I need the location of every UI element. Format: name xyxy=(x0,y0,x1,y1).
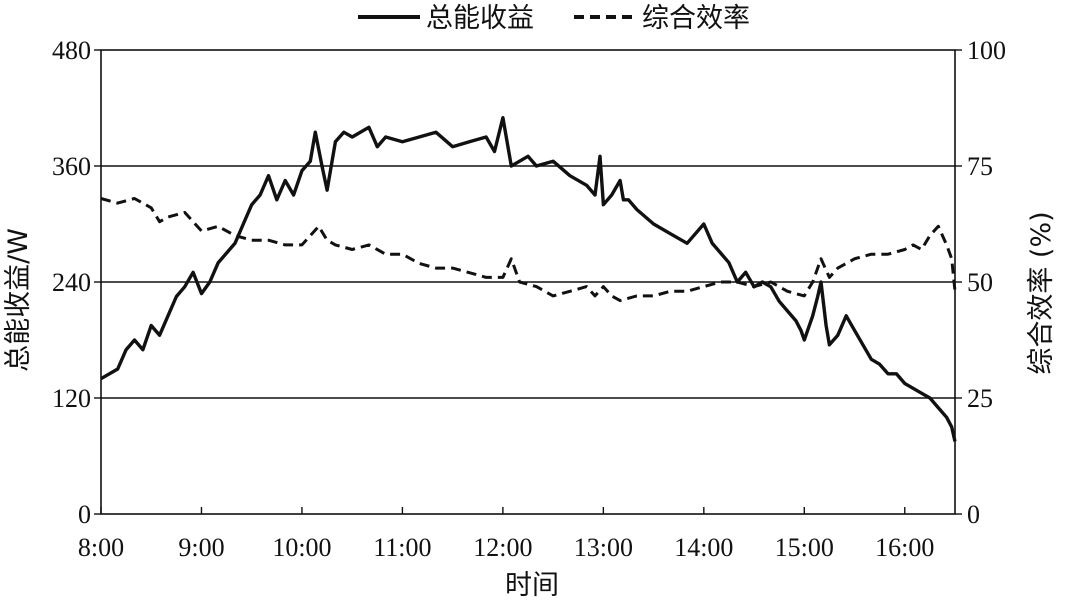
legend-label-total-gain: 总能收益 xyxy=(426,3,534,34)
x-tick-label: 11:00 xyxy=(373,533,431,562)
left-tick-label: 0 xyxy=(78,500,91,529)
right-tick-label: 75 xyxy=(967,152,993,181)
x-tick-label: 15:00 xyxy=(775,533,834,562)
series-line-efficiency xyxy=(100,197,957,303)
left-axis-title: 总能收益/W xyxy=(3,228,34,372)
left-tick-label: 120 xyxy=(52,384,91,413)
ticks-layer: 0 120 240 360 480 0 25 50 75 100 8:00 9:00 10:00 11:0… xyxy=(52,36,1006,562)
x-tick-label: 8:00 xyxy=(78,533,124,562)
legend: 总能收益 综合效率 xyxy=(358,3,750,34)
right-tick-label: 25 xyxy=(967,384,993,413)
right-axis-title: 综合效率 (%) xyxy=(1026,211,1057,374)
left-tick-label: 240 xyxy=(52,268,91,297)
right-tick-label: 0 xyxy=(967,500,980,529)
legend-label-efficiency: 综合效率 xyxy=(642,3,750,34)
gridlines xyxy=(101,165,955,399)
x-tick-label: 13:00 xyxy=(574,533,633,562)
x-tick-label: 16:00 xyxy=(875,533,934,562)
series-line-total-gain xyxy=(100,115,957,442)
x-tick-label: 14:00 xyxy=(674,533,733,562)
x-tick-label: 10:00 xyxy=(272,533,331,562)
x-axis-title: 时间 xyxy=(505,570,559,601)
right-tick-label: 100 xyxy=(967,36,1006,65)
x-tick-label: 9:00 xyxy=(178,533,224,562)
x-tick-label: 12:00 xyxy=(473,533,532,562)
left-tick-label: 480 xyxy=(52,36,91,65)
series-layer xyxy=(100,115,957,442)
left-tick-label: 360 xyxy=(52,152,91,181)
right-tick-label: 50 xyxy=(967,268,993,297)
